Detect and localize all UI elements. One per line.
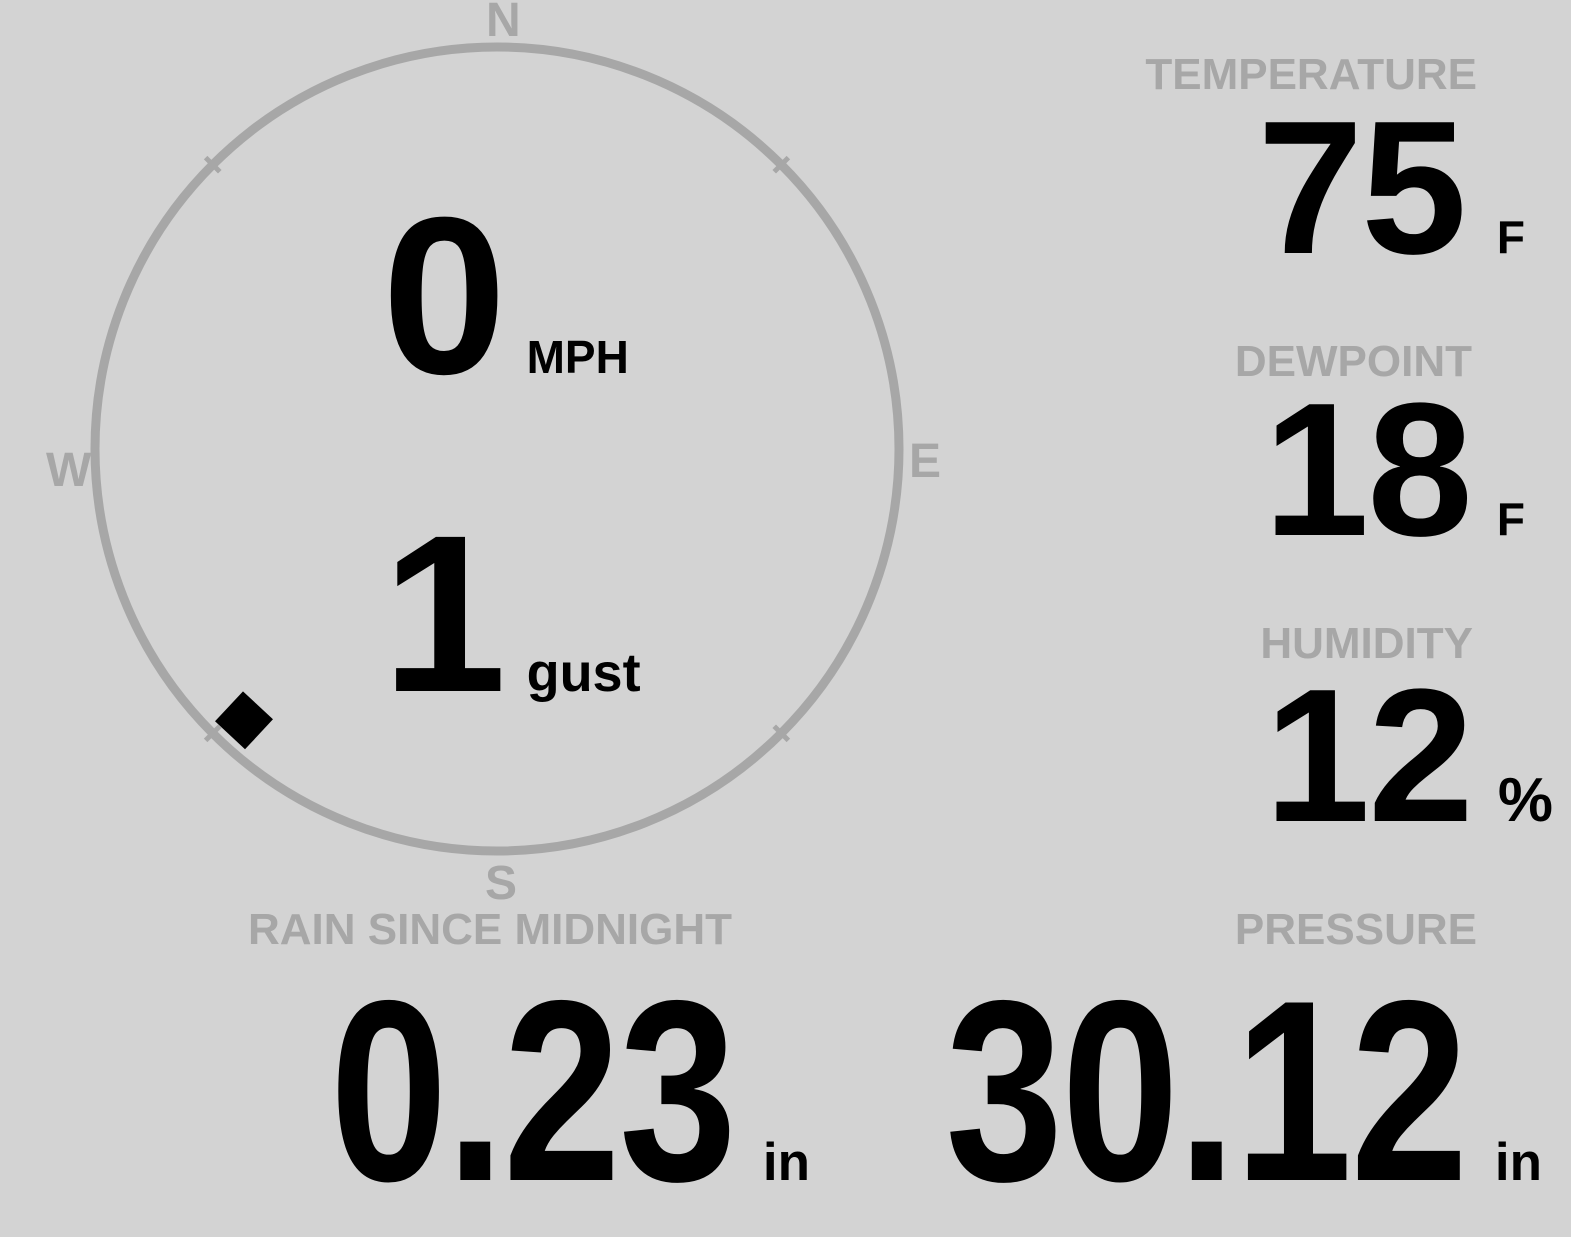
pressure-label: PRESSURE bbox=[1234, 905, 1477, 954]
wind-gust-value: 1 bbox=[382, 489, 507, 739]
compass-joint-sw bbox=[203, 724, 222, 743]
dewpoint-value: 18 bbox=[1263, 364, 1473, 576]
compass-label-west: W bbox=[46, 444, 92, 497]
rain-value: 0.23 bbox=[329, 946, 737, 1235]
temperature-unit: F bbox=[1496, 211, 1525, 263]
humidity-unit: % bbox=[1497, 766, 1553, 835]
compass-joint-se bbox=[772, 724, 791, 743]
wind-gust: 1 gust bbox=[382, 502, 641, 726]
humidity-label: HUMIDITY bbox=[1260, 619, 1473, 668]
dewpoint-label: DEWPOINT bbox=[1234, 337, 1472, 386]
temperature-value: 75 bbox=[1257, 82, 1467, 294]
pressure-value: 30.12 bbox=[945, 946, 1469, 1235]
temperature-label: TEMPERATURE bbox=[1145, 50, 1477, 99]
temperature-metric: 75 F bbox=[1258, 93, 1525, 283]
wind-gust-unit: gust bbox=[526, 643, 641, 703]
rain-metric: 0.23 in bbox=[241, 962, 810, 1220]
compass-ring bbox=[90, 42, 904, 856]
wind-speed-value: 0 bbox=[382, 171, 507, 421]
compass-joint-ne bbox=[772, 155, 791, 174]
rain-label: RAIN SINCE MIDNIGHT bbox=[248, 905, 732, 954]
compass-joint-nw bbox=[203, 155, 222, 174]
humidity-metric: 12 % bbox=[1265, 661, 1553, 851]
compass-label-east: E bbox=[909, 435, 942, 488]
dewpoint-metric: 18 F bbox=[1264, 375, 1525, 565]
compass-segment-joints bbox=[203, 155, 791, 743]
wind-direction-marker bbox=[215, 691, 273, 750]
pressure-unit: in bbox=[1494, 1133, 1542, 1192]
rain-unit: in bbox=[762, 1133, 810, 1192]
wind-speed-unit: MPH bbox=[526, 331, 629, 383]
pressure-metric: 30.12 in bbox=[831, 962, 1542, 1220]
compass-label-south: S bbox=[485, 857, 518, 910]
wind-speed: 0 MPH bbox=[382, 184, 629, 408]
dewpoint-unit: F bbox=[1496, 493, 1525, 545]
compass-label-north: N bbox=[486, 0, 521, 47]
humidity-value: 12 bbox=[1264, 650, 1474, 862]
